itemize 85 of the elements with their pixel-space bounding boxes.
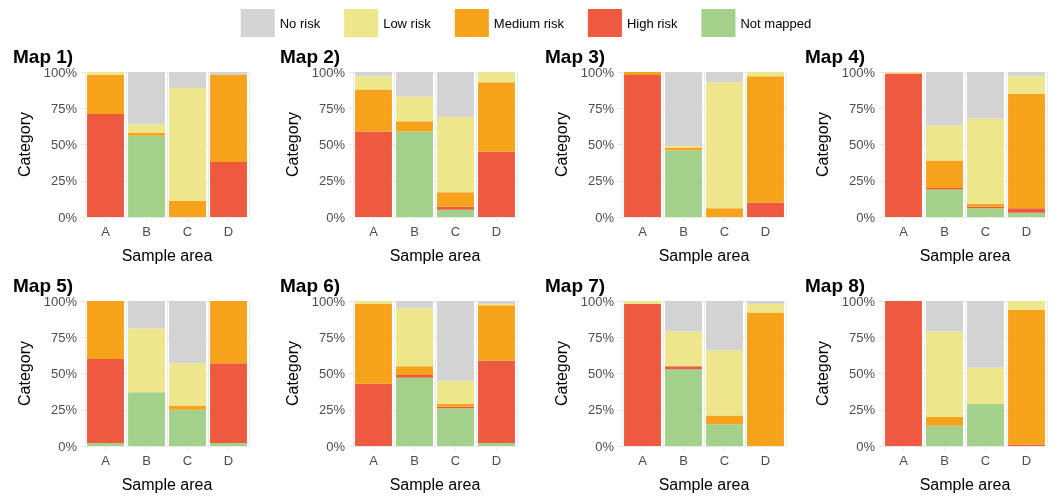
x-tick-label: B (410, 453, 419, 468)
x-tick-label: B (679, 224, 688, 239)
x-tick-label: D (223, 224, 234, 239)
x-tick-label: A (369, 453, 379, 468)
x-tick-label: A (638, 224, 648, 239)
x-axis-title: Sample area (919, 475, 1011, 493)
legend-label: High risk (626, 15, 678, 31)
y-tick-label: 75% (318, 329, 346, 345)
y-tick-label: 25% (50, 173, 78, 189)
y-tick-label: 75% (50, 100, 78, 116)
y-tick-label: 25% (318, 402, 346, 418)
x-tick-label: C (980, 453, 991, 468)
x-tick-label: C (719, 453, 730, 468)
y-tick-label: 25% (848, 173, 876, 189)
y-axis-title: Category (814, 341, 832, 406)
y-tick-label: 50% (848, 137, 876, 152)
y-tick-label: 0% (856, 209, 876, 225)
x-tick-label: A (899, 453, 909, 468)
y-tick-label: 75% (50, 329, 78, 345)
y-tick-label: 50% (50, 137, 78, 152)
x-tick-label: B (940, 224, 949, 239)
x-tick-label: A (101, 224, 111, 239)
y-axis-title: Category (284, 112, 302, 177)
y-tick-label: 50% (848, 366, 876, 381)
y-tick-label: 75% (587, 100, 615, 116)
x-tick-label: D (760, 224, 771, 239)
y-tick-label: 0% (326, 438, 346, 454)
y-tick-label: 0% (58, 209, 78, 225)
x-axis-title: Sample area (658, 246, 750, 264)
y-tick-label: 25% (848, 402, 876, 418)
x-tick-label: A (101, 453, 111, 468)
x-axis-title: Sample area (389, 246, 481, 264)
y-axis-title: Category (814, 112, 832, 177)
x-tick-label: A (638, 453, 648, 468)
y-axis-title: Category (16, 112, 34, 177)
x-axis-title: Sample area (121, 246, 213, 264)
y-axis-title: Category (553, 341, 571, 406)
y-tick-label: 75% (318, 100, 346, 116)
legend-label: Medium risk (493, 15, 565, 31)
x-tick-label: A (899, 224, 909, 239)
y-tick-label: 0% (58, 438, 78, 454)
x-tick-label: A (369, 224, 379, 239)
y-tick-label: 0% (856, 438, 876, 454)
y-tick-label: 0% (595, 209, 615, 225)
x-tick-label: B (410, 224, 419, 239)
y-axis-title: Category (16, 341, 34, 406)
legend-label: Not mapped (740, 15, 812, 31)
legend-label: Low risk (383, 15, 432, 31)
x-tick-label: B (142, 224, 151, 239)
y-tick-label: 50% (50, 366, 78, 381)
y-tick-label: 50% (587, 366, 615, 381)
x-tick-label: D (1021, 224, 1032, 239)
y-tick-label: 25% (587, 402, 615, 418)
y-tick-label: 0% (326, 209, 346, 225)
y-axis-title: Category (553, 112, 571, 177)
x-axis-title: Sample area (389, 475, 481, 493)
x-axis-title: Sample area (658, 475, 750, 493)
y-tick-label: 75% (848, 100, 876, 116)
x-tick-label: D (1021, 453, 1032, 468)
x-tick-label: D (760, 453, 771, 468)
y-tick-label: 25% (50, 402, 78, 418)
y-tick-label: 25% (587, 173, 615, 189)
y-tick-label: 50% (587, 137, 615, 152)
y-axis-title: Category (284, 341, 302, 406)
y-tick-label: 25% (318, 173, 346, 189)
y-tick-label: 50% (318, 366, 346, 381)
x-tick-label: C (450, 224, 461, 239)
x-tick-label: C (980, 224, 991, 239)
y-tick-label: 75% (848, 329, 876, 345)
y-tick-label: 75% (587, 329, 615, 345)
x-tick-label: D (491, 224, 502, 239)
x-tick-label: B (142, 453, 151, 468)
x-axis-title: Sample area (919, 246, 1011, 264)
y-tick-label: 0% (595, 438, 615, 454)
x-tick-label: B (940, 453, 949, 468)
x-tick-label: C (719, 224, 730, 239)
x-tick-label: C (182, 224, 193, 239)
x-axis-title: Sample area (121, 475, 213, 493)
x-tick-label: C (182, 453, 193, 468)
y-tick-label: 50% (318, 137, 346, 152)
x-tick-label: B (679, 453, 688, 468)
x-tick-label: C (450, 453, 461, 468)
legend-label: No risk (279, 15, 321, 31)
x-tick-label: D (223, 453, 234, 468)
x-tick-label: D (491, 453, 502, 468)
